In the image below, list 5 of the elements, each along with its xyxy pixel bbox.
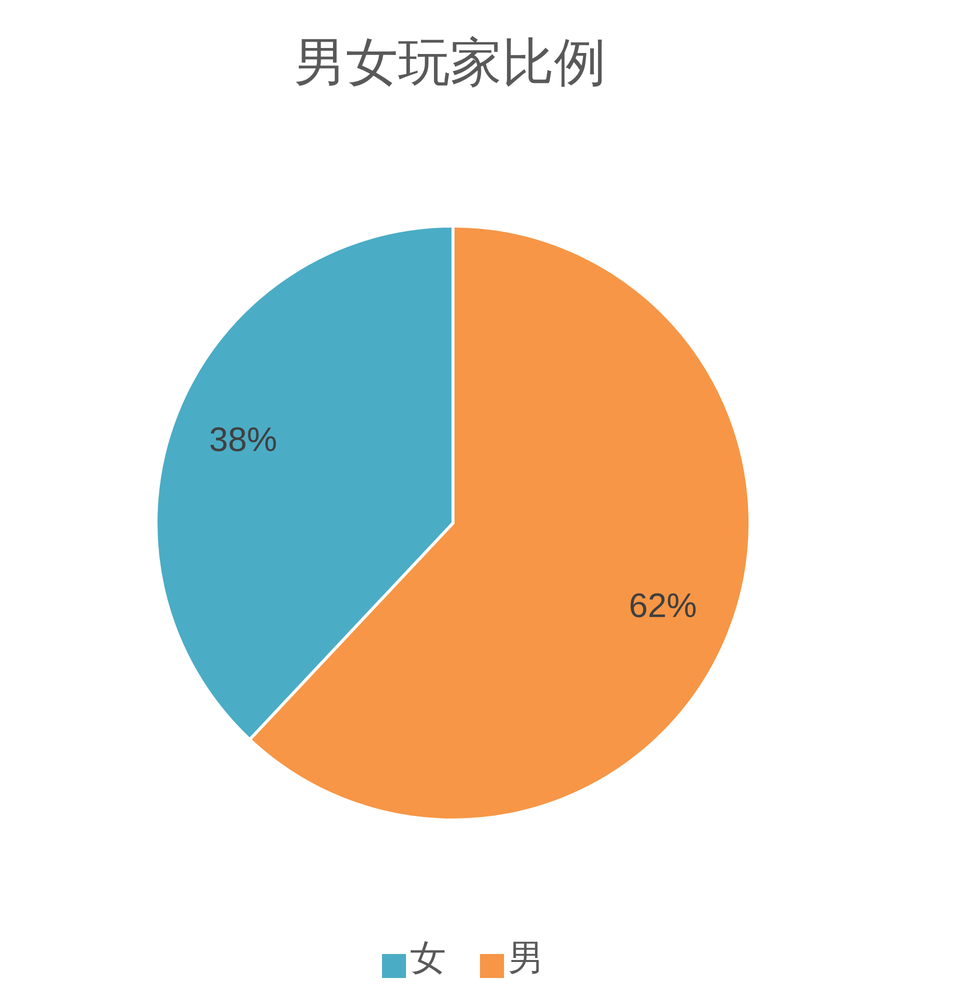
legend-label: 男 <box>508 938 544 979</box>
data-label: 38% <box>209 420 278 459</box>
legend-label: 女 <box>410 938 446 979</box>
chart-title: 男女玩家比例 <box>293 32 607 95</box>
data-label: 62% <box>628 587 697 626</box>
